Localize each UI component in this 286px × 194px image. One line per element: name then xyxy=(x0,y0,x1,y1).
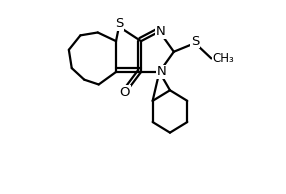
Text: N: N xyxy=(156,65,166,78)
Text: CH₃: CH₃ xyxy=(212,52,234,65)
Text: S: S xyxy=(191,35,199,48)
Text: O: O xyxy=(120,86,130,99)
Text: S: S xyxy=(115,17,123,30)
Text: N: N xyxy=(156,25,165,38)
